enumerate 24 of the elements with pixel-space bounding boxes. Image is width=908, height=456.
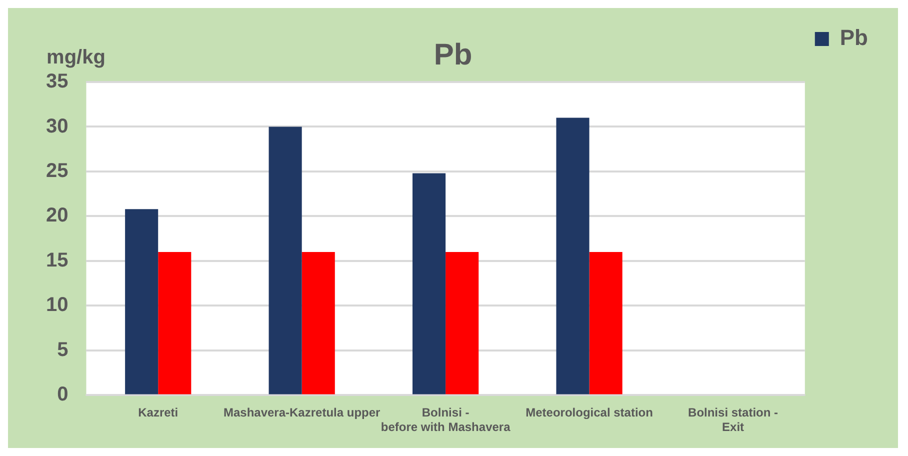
bar	[446, 252, 479, 394]
y-tick-label: 20	[46, 204, 68, 227]
x-tick-label: Meteorological station	[526, 406, 653, 420]
y-tick-label: 5	[57, 338, 68, 361]
y-tick-label: 25	[46, 160, 68, 182]
y-tick-label: 0	[57, 384, 68, 406]
bar	[125, 209, 158, 394]
y-tick-label: 10	[46, 294, 68, 316]
bar	[268, 126, 302, 394]
y-tick-label: 30	[46, 115, 68, 138]
x-tick-label: Bolnisi - before with Mashavera	[380, 406, 511, 434]
x-tick-label: Bolnisi station - Exit	[688, 406, 778, 434]
x-tick-label: Kazreti	[138, 406, 178, 420]
y-tick-label: 35	[46, 70, 68, 93]
legend-label: Pb	[840, 25, 868, 50]
x-tick-label: Mashavera-Kazretula upper	[223, 406, 381, 420]
bar	[589, 252, 622, 394]
bar	[158, 252, 192, 394]
y-axis-title: mg/kg	[46, 46, 106, 69]
bar	[302, 252, 335, 394]
chart-title: Pb	[434, 38, 472, 72]
bar	[556, 118, 590, 394]
bar	[412, 173, 446, 394]
y-tick-label: 15	[46, 249, 68, 272]
